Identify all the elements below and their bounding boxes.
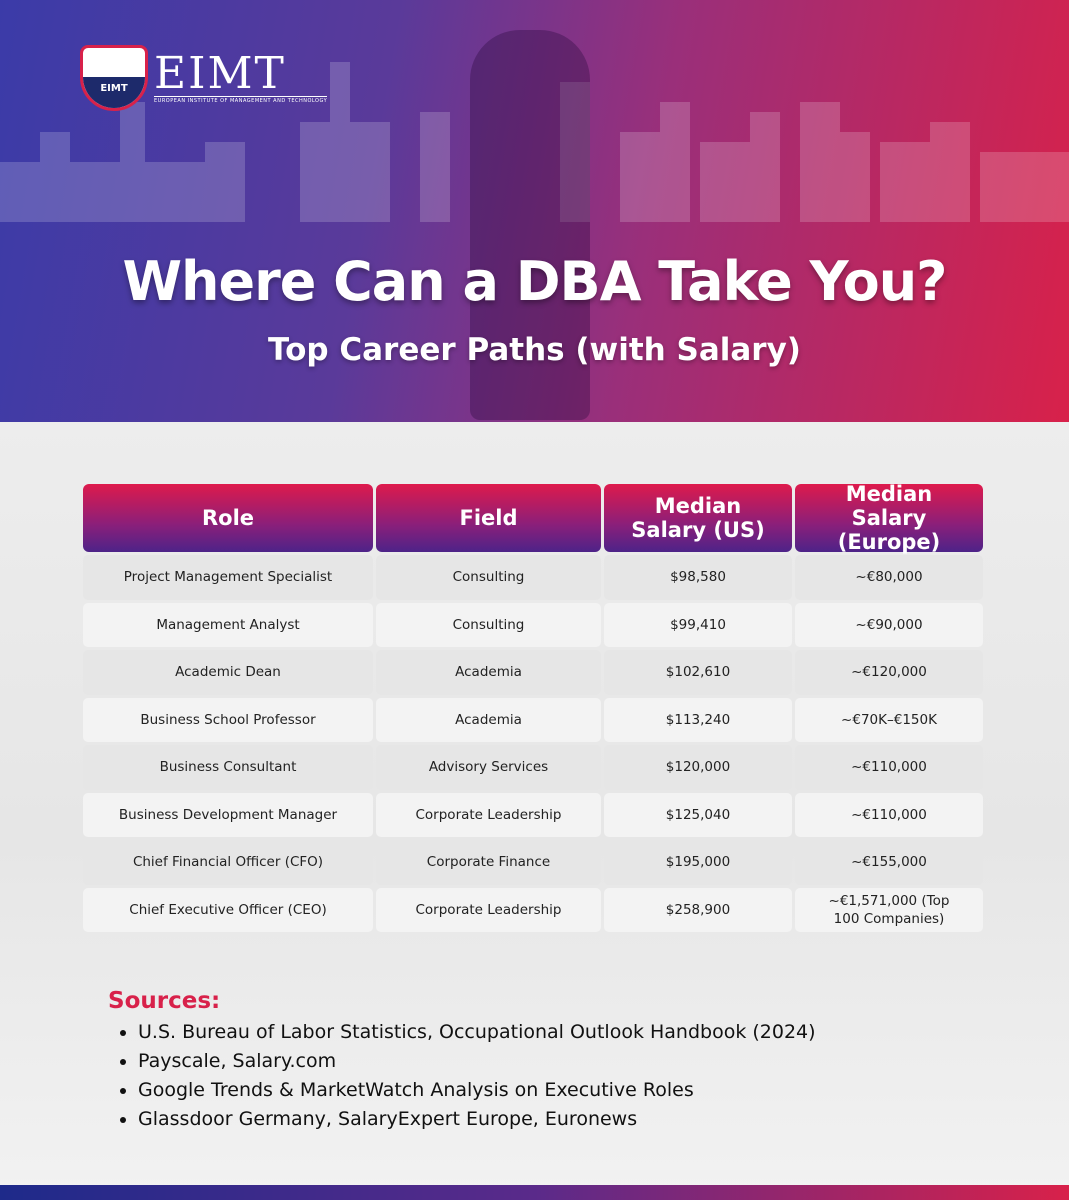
cell-role: Chief Financial Officer (CFO) [83, 840, 373, 885]
cell-salary-europe: ~€1,571,000 (Top 100 Companies) [795, 887, 983, 932]
cell-field: Consulting [376, 555, 601, 600]
career-salary-table: Role Field Median Salary (US) Median Sal… [83, 482, 983, 932]
cell-role: Business Consultant [83, 745, 373, 790]
cell-salary-us: $102,610 [604, 650, 792, 695]
city-skyline-image [0, 62, 1069, 222]
businessman-silhouette [470, 30, 590, 420]
cell-salary-us: $125,040 [604, 792, 792, 837]
cell-role: Management Analyst [83, 602, 373, 647]
cell-salary-us: $195,000 [604, 840, 792, 885]
cell-field: Advisory Services [376, 745, 601, 790]
header-field: Field [376, 484, 601, 552]
cell-salary-europe: ~€120,000 [795, 650, 983, 695]
cell-role: Chief Executive Officer (CEO) [83, 887, 373, 932]
page-subtitle: Top Career Paths (with Salary) [268, 332, 801, 368]
eimt-logo: EIMT EIMT EUROPEAN INSTITUTE OF MANAGEMEN… [80, 45, 328, 111]
cell-salary-europe: ~€155,000 [795, 840, 983, 885]
cell-field: Corporate Finance [376, 840, 601, 885]
cell-salary-europe: ~€110,000 [795, 745, 983, 790]
cell-salary-us: $99,410 [604, 602, 792, 647]
cell-role: Academic Dean [83, 650, 373, 695]
logo-name: EIMT [154, 47, 286, 99]
cell-salary-europe: ~€110,000 [795, 792, 983, 837]
cell-role: Business Development Manager [83, 792, 373, 837]
header-salary-europe: Median Salary (Europe) [795, 482, 983, 554]
cell-salary-europe: ~€70K–€150K [795, 697, 983, 742]
cell-field: Academia [376, 697, 601, 742]
cell-salary-europe: ~€90,000 [795, 602, 983, 647]
cell-field: Consulting [376, 602, 601, 647]
cell-role: Business School Professor [83, 697, 373, 742]
cell-salary-us: $98,580 [604, 555, 792, 600]
cell-salary-us: $120,000 [604, 745, 792, 790]
sources-title: Sources: [108, 988, 221, 1014]
header-role: Role [83, 484, 373, 552]
cell-role: Project Management Specialist [83, 555, 373, 600]
cell-field: Corporate Leadership [376, 887, 601, 932]
cell-salary-us: $258,900 [604, 887, 792, 932]
sources-section: Sources: U.S. Bureau of Labor Statistics… [108, 988, 816, 1134]
cell-salary-us: $113,240 [604, 697, 792, 742]
source-item: Glassdoor Germany, SalaryExpert Europe, … [138, 1105, 816, 1134]
cell-field: Corporate Leadership [376, 792, 601, 837]
header-salary-us: Median Salary (US) [604, 484, 792, 552]
shield-crest-icon: EIMT [80, 45, 148, 111]
footer-gradient-bar [0, 1185, 1069, 1200]
source-item: Payscale, Salary.com [138, 1047, 816, 1076]
cell-field: Academia [376, 650, 601, 695]
page-title: Where Can a DBA Take You? [122, 250, 947, 313]
source-item: Google Trends & MarketWatch Analysis on … [138, 1076, 816, 1105]
source-item: U.S. Bureau of Labor Statistics, Occupat… [138, 1018, 816, 1047]
logo-tagline: EUROPEAN INSTITUTE OF MANAGEMENT AND TEC… [154, 95, 328, 104]
cell-salary-europe: ~€80,000 [795, 555, 983, 600]
hero-banner: EIMT EIMT EUROPEAN INSTITUTE OF MANAGEMEN… [0, 0, 1069, 422]
